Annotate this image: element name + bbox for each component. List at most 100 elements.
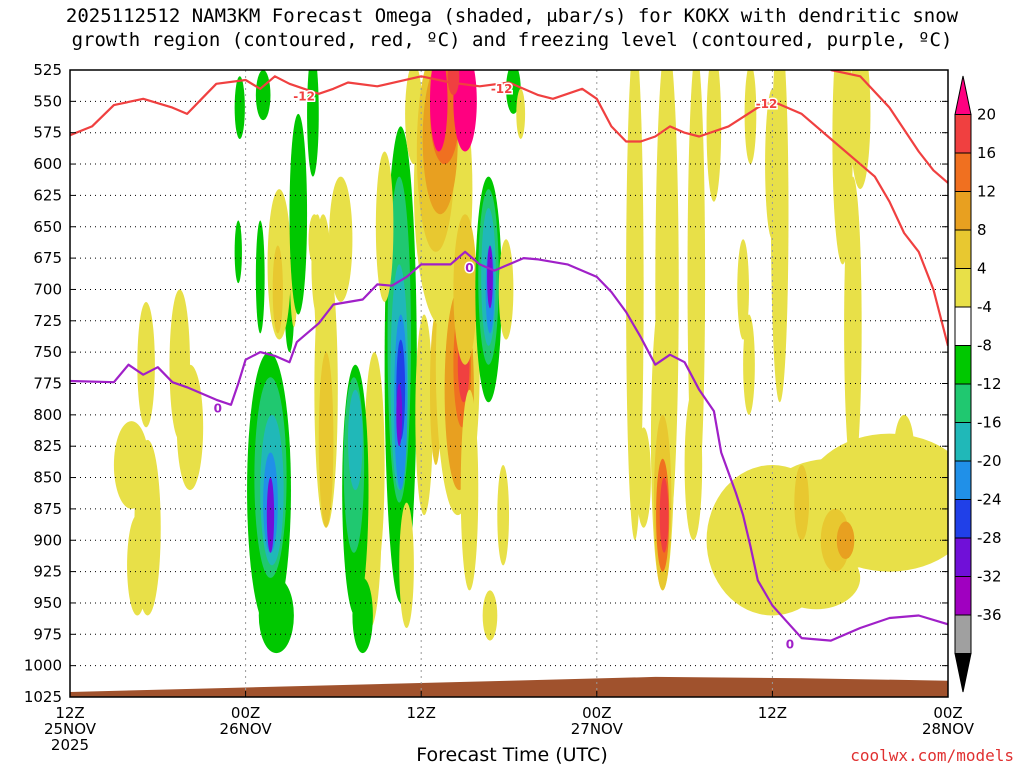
omega-cell xyxy=(453,70,477,152)
colorbar-cell xyxy=(954,499,972,539)
y-tick-label: 900 xyxy=(33,531,62,549)
omega-cell xyxy=(744,70,757,165)
y-tick-label: 875 xyxy=(33,500,62,518)
y-tick-label: 700 xyxy=(33,280,62,298)
y-tick-label: 1000 xyxy=(24,657,62,675)
omega-cell xyxy=(289,113,308,315)
colorbar-tick-label: 12 xyxy=(977,183,996,201)
omega-cell xyxy=(516,88,526,139)
colorbar-cell xyxy=(954,229,972,269)
colorbar-cell xyxy=(954,152,972,192)
y-tick-label: 850 xyxy=(33,469,62,487)
omega-cell xyxy=(706,70,722,202)
omega-cell xyxy=(375,151,394,302)
omega-cell xyxy=(626,70,644,541)
colorbar-cell xyxy=(954,345,972,385)
omega-cell xyxy=(429,70,448,152)
omega-cell xyxy=(127,515,148,616)
colorbar-tick-label: 8 xyxy=(977,221,987,239)
omega-cell xyxy=(307,70,319,177)
omega-cell xyxy=(497,465,509,566)
omega-cell xyxy=(849,70,871,190)
omega-cell xyxy=(844,176,862,478)
x-tick-label: 27NOV xyxy=(571,720,624,738)
contour-label: 0 xyxy=(786,637,794,651)
colorbar-tick-label: -32 xyxy=(977,568,1002,586)
y-tick-label: 550 xyxy=(33,92,62,110)
contour-label: -12 xyxy=(756,97,778,111)
omega-cell xyxy=(737,239,749,340)
omega-cell xyxy=(318,352,334,528)
colorbar-cell xyxy=(954,653,972,693)
omega-cell xyxy=(659,477,669,553)
contour-lines: -12 -12 -12 0 0 0 xyxy=(70,70,948,653)
y-tick-label: 575 xyxy=(33,124,62,142)
colorbar-cell xyxy=(954,576,972,616)
colorbar-tick-label: -24 xyxy=(977,491,1002,509)
omega-cell xyxy=(266,477,275,553)
credit-link[interactable]: coolwx.com/models xyxy=(850,746,1014,765)
omega-cell xyxy=(765,88,780,240)
omega-cell xyxy=(176,364,204,491)
colorbar-cell xyxy=(954,383,972,423)
terrain-fill xyxy=(70,676,948,697)
colorbar-cell xyxy=(954,114,972,154)
contour-label: 0 xyxy=(214,402,222,416)
colorbar-tick-label: -28 xyxy=(977,529,1002,547)
colorbar-tick-label: 16 xyxy=(977,144,996,162)
chart-title-line-1: 2025112512 NAM3KM Forecast Omega (shaded… xyxy=(65,5,959,27)
x-tick-label: 25NOV xyxy=(44,720,97,738)
contour-label: -12 xyxy=(293,89,315,103)
x-tick-label: 00Z xyxy=(582,704,611,722)
y-tick-label: 650 xyxy=(33,218,62,236)
y-tick-label: 800 xyxy=(33,406,62,424)
omega-shading xyxy=(113,70,948,654)
omega-cell xyxy=(447,70,460,96)
x-tick-label: 2025 xyxy=(51,736,89,754)
colorbar-tick-label: -36 xyxy=(977,606,1002,624)
y-tick-label: 675 xyxy=(33,249,62,267)
omega-cell xyxy=(684,389,703,541)
omega-cell xyxy=(258,577,294,654)
colorbar-tick-label: -20 xyxy=(977,452,1002,470)
y-tick-label: 1025 xyxy=(24,688,62,706)
grid-lines xyxy=(70,70,948,697)
x-tick-label: 12Z xyxy=(758,704,787,722)
x-tick-label: 00Z xyxy=(933,704,962,722)
y-tick-label: 825 xyxy=(33,437,62,455)
contour-minus12 xyxy=(70,75,948,347)
omega-cell xyxy=(348,389,363,491)
omega-cell xyxy=(396,383,403,447)
colorbar-cell xyxy=(954,191,972,231)
colorbar-tick-label: -4 xyxy=(977,298,992,316)
omega-cell xyxy=(329,176,353,302)
colorbar-tick-label: -16 xyxy=(977,414,1002,432)
omega-cell xyxy=(137,301,155,428)
chart-title-line-2: growth region (contoured, red, ºC) and f… xyxy=(71,29,953,51)
colorbar-tick-label: -12 xyxy=(977,375,1002,393)
colorbar-cell xyxy=(954,460,972,500)
contour-label: -12 xyxy=(491,82,513,96)
y-tick-label: 625 xyxy=(33,186,62,204)
colorbar-cell xyxy=(954,268,972,308)
omega-cell xyxy=(399,502,414,629)
omega-cell xyxy=(352,577,373,654)
x-tick-label: 12Z xyxy=(407,704,436,722)
x-tick-label: 00Z xyxy=(231,704,260,722)
omega-cell xyxy=(415,314,433,516)
omega-cell xyxy=(893,414,915,491)
colorbar-cell xyxy=(954,614,972,654)
colorbar: 20 16 12 8 4 -4 -8 -12 -16 -20 -24 -28 -32 -36 xyxy=(954,75,1002,693)
colorbar-cell xyxy=(954,537,972,577)
x-axis-label: Forecast Time (UTC) xyxy=(416,744,608,766)
terrain-surface xyxy=(70,676,948,697)
colorbar-cell xyxy=(954,306,972,346)
omega-cell xyxy=(234,220,242,284)
colorbar-tick-label: -8 xyxy=(977,337,992,355)
omega-cell xyxy=(255,70,271,121)
colorbar-tick-label: 20 xyxy=(977,106,996,124)
omega-cell xyxy=(311,214,324,315)
omega-cell xyxy=(272,245,283,334)
y-tick-label: 525 xyxy=(33,61,62,79)
x-tick-label: 28NOV xyxy=(922,720,975,738)
